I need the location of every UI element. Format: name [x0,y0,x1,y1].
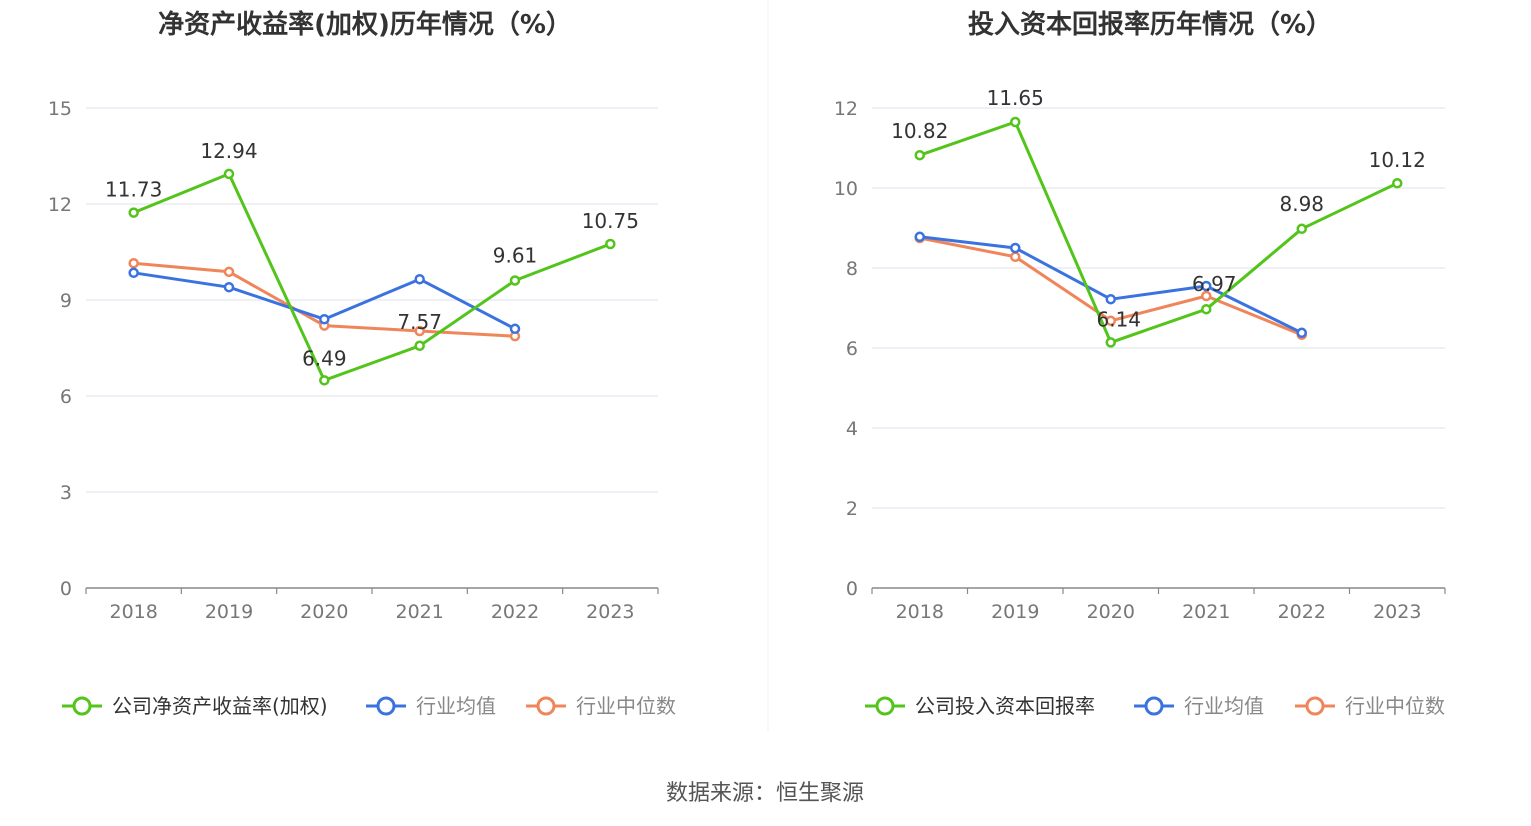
chart-title: 净资产收益率(加权)历年情况（%） [158,9,572,40]
x-tick-label: 2019 [991,601,1039,623]
roic-chart: 投入资本回报率历年情况（%） 0 2 4 6 8 10 12 2018 2019 2020 2021 2… [834,9,1446,718]
x-tick-label: 2018 [109,601,157,623]
roe-chart: 净资产收益率(加权)历年情况（%） 0 3 6 9 12 15 2018 2019 2020 202… [48,9,676,718]
data-label: 10.12 [1369,148,1426,172]
data-point-industry_median [223,266,235,278]
data-label: 6.14 [1096,307,1141,331]
data-point-industry_median [1010,251,1021,263]
legend-swatch-marker [875,696,895,716]
data-label: 10.82 [891,119,948,143]
x-tick-label: 2023 [586,601,634,623]
data-point-company [414,340,425,352]
legend-label: 行业均值 [1184,694,1264,718]
data-point-industry_avg [1010,242,1021,254]
data-point-industry_avg [319,313,330,325]
data-point-industry_median [1201,290,1212,302]
data-label: 8.98 [1279,192,1324,216]
y-tick-label: 6 [60,386,72,408]
data-label: 7.57 [397,310,442,334]
x-tick-label: 2021 [395,601,443,623]
legend-label: 公司净资产收益率(加权) [112,694,328,718]
y-tick-label: 9 [60,290,72,312]
data-point-company [1201,303,1212,315]
data-label: 11.73 [105,178,162,202]
legend-label: 公司投入资本回报率 [915,694,1095,718]
data-point-company [319,375,330,386]
y-tick-label: 8 [846,258,858,280]
data-point-industry_avg [1296,327,1307,339]
series-line-company [133,172,611,382]
y-tick-label: 12 [48,194,72,216]
y-tick-label: 12 [834,98,858,120]
chart-title: 投入资本回报率历年情况（%） [968,9,1332,40]
data-point-company [605,238,616,250]
data-point-industry_median [128,257,139,269]
y-tick-label: 4 [846,418,858,440]
data-point-industry_avg [223,281,235,293]
y-tick-label: 0 [846,578,858,600]
x-tick-label: 2023 [1373,601,1421,623]
x-tick-label: 2020 [300,601,348,623]
data-label: 12.94 [200,139,257,163]
y-tick-label: 6 [846,338,858,360]
x-tick-label: 2022 [1278,601,1326,623]
data-point-industry_median [1105,315,1116,327]
y-tick-label: 0 [60,578,72,600]
legend-swatch-marker [376,696,396,716]
y-tick-label: 3 [60,482,72,504]
data-label: 6.49 [302,346,347,370]
x-tick-label: 2021 [1182,601,1230,623]
x-tick-label: 2018 [896,601,944,623]
data-point-company [128,207,139,218]
data-point-industry_avg [1201,280,1212,292]
x-tick-label: 2020 [1087,601,1135,623]
data-label: 11.65 [987,86,1044,110]
data-point-company [1296,223,1307,235]
data-point-company [914,149,925,161]
data-point-industry_avg [1105,293,1116,305]
data-label: 10.75 [582,209,639,233]
data-point-industry_median [414,325,425,337]
x-tick-label: 2022 [491,601,539,623]
data-label: 6.97 [1192,272,1237,296]
y-tick-label: 15 [48,98,72,120]
legend-swatch-marker [536,696,556,716]
data-point-industry_avg [128,267,139,279]
data-point-company [509,275,521,286]
data-point-industry_avg [509,323,521,335]
legend-swatch-marker [72,696,92,716]
series-line-company [919,120,1398,344]
data-label: 9.61 [493,243,538,267]
data-point-industry_avg [414,273,425,285]
y-tick-label: 2 [846,498,858,520]
legend-label: 行业中位数 [1345,694,1445,718]
legend-label: 行业均值 [416,694,496,718]
data-point-company [223,168,235,180]
data-point-industry_avg [914,231,925,243]
data-point-company [1105,337,1116,348]
data-point-company [1392,177,1403,189]
legend-label: 行业中位数 [576,694,676,718]
legend-swatch-marker [1305,696,1325,716]
data-source: 数据来源：恒生聚源 [666,781,864,806]
x-tick-label: 2019 [205,601,253,623]
data-point-company [1010,116,1021,128]
y-tick-label: 10 [834,178,858,200]
legend-swatch-marker [1144,696,1164,716]
